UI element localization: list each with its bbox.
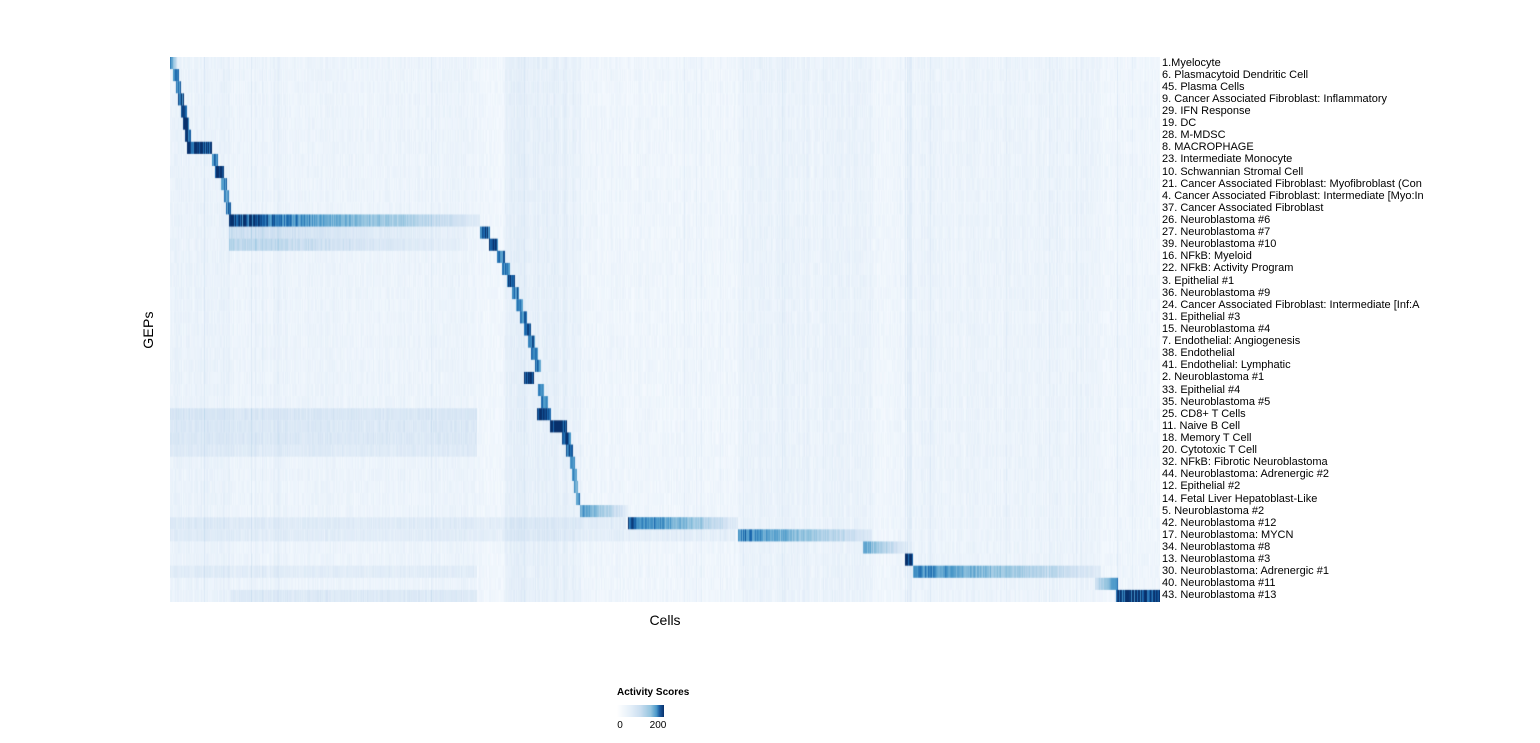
row-label: 25. CD8+ T Cells (1162, 407, 1246, 420)
row-label: 35. Neuroblastoma #5 (1162, 395, 1271, 408)
row-label: 38. Endothelial (1162, 347, 1235, 360)
row-label: 6. Plasmacytoid Dendritic Cell (1162, 68, 1309, 81)
row-label: 42. Neuroblastoma #12 (1162, 516, 1277, 529)
row-label: 7. Endothelial: Angiogenesis (1162, 335, 1301, 348)
colorbar-tick-max: 200 (649, 720, 667, 731)
row-label: 21. Cancer Associated Fibroblast: Myofib… (1162, 177, 1422, 190)
row-label: 40. Neuroblastoma #11 (1162, 577, 1276, 590)
row-label: 31. Epithelial #3 (1162, 310, 1241, 323)
colorbar-legend: Activity Scores 0 200 (617, 687, 747, 732)
row-label: 32. NFkB: Fibrotic Neuroblastoma (1162, 456, 1328, 469)
y-axis-label: GEPs (140, 311, 156, 349)
heatmap-canvas (170, 57, 1160, 602)
row-label: 41. Endothelial: Lymphatic (1162, 359, 1291, 372)
row-label: 43. Neuroblastoma #13 (1162, 589, 1277, 602)
row-label: 2. Neuroblastoma #1 (1162, 371, 1265, 384)
row-label: 28. M-MDSC (1162, 129, 1226, 142)
row-label: 5. Neuroblastoma #2 (1162, 504, 1265, 517)
row-labels: 1.Myelocyte 6. Plasmacytoid Dendritic Cel… (1162, 57, 1540, 609)
row-label: 27. Neuroblastoma #7 (1162, 226, 1271, 239)
row-label: 13. Neuroblastoma #3 (1162, 553, 1271, 566)
row-label: 9. Cancer Associated Fibroblast: Inflamm… (1162, 92, 1387, 105)
row-label: 45. Plasma Cells (1162, 80, 1245, 93)
colorbar-ticks: 0 200 (617, 720, 677, 732)
colorbar-title: Activity Scores (617, 687, 690, 698)
row-label: 18. Memory T Cell (1162, 432, 1252, 444)
row-label: 33. Epithelial #4 (1162, 383, 1241, 396)
row-label: 20. Cytotoxic T Cell (1162, 444, 1257, 457)
row-label: 36. Neuroblastoma #9 (1162, 286, 1271, 299)
row-label: 3. Epithelial #1 (1162, 274, 1235, 287)
row-label: 39. Neuroblastoma #10 (1162, 238, 1277, 251)
row-label: 37. Cancer Associated Fibroblast (1162, 201, 1324, 214)
x-axis-label: Cells (649, 612, 681, 628)
colorbar-tick-min: 0 (617, 720, 623, 731)
row-label: 23. Intermediate Monocyte (1162, 153, 1293, 166)
row-label: 11. Naive B Cell (1162, 419, 1241, 432)
row-label: 29. IFN Response (1162, 105, 1251, 117)
row-label: 10. Schwannian Stromal Cell (1162, 165, 1304, 178)
row-label: 1.Myelocyte (1162, 57, 1221, 69)
row-label: 30. Neuroblastoma: Adrenergic #1 (1162, 565, 1329, 578)
row-label: 34. Neuroblastoma #8 (1162, 541, 1271, 553)
row-label: 44. Neuroblastoma: Adrenergic #2 (1162, 468, 1329, 481)
row-label: 24. Cancer Associated Fibroblast: Interm… (1162, 298, 1420, 311)
row-label: 4. Cancer Associated Fibroblast: Interme… (1162, 189, 1424, 202)
row-label: 8. MACROPHAGE (1162, 141, 1254, 154)
row-label: 16. NFkB: Myeloid (1162, 250, 1252, 263)
row-label: 17. Neuroblastoma: MYCN (1162, 528, 1294, 541)
colorbar-gradient (617, 705, 664, 717)
row-label: 14. Fetal Liver Hepatoblast-Like (1162, 492, 1318, 505)
row-label: 22. NFkB: Activity Program (1162, 262, 1294, 275)
row-label: 19. DC (1162, 117, 1197, 130)
row-label: 12. Epithelial #2 (1162, 480, 1241, 493)
row-label: 15. Neuroblastoma #4 (1162, 323, 1271, 335)
row-label: 26. Neuroblastoma #6 (1162, 214, 1271, 226)
